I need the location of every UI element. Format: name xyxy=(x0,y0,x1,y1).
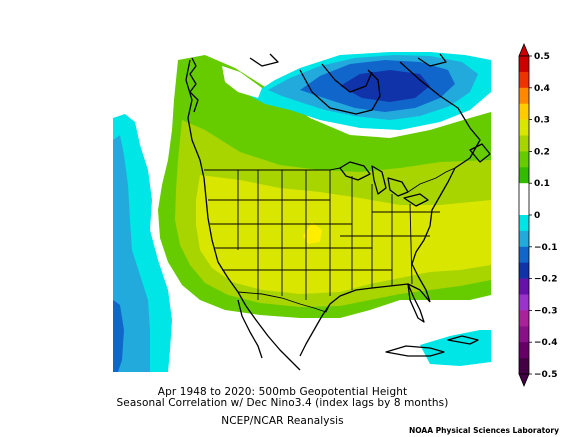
caption-subtitle: Seasonal Correlation w/ Dec Nino3.4 (ind… xyxy=(116,397,449,409)
contour-north-neg-0.25 xyxy=(340,70,430,102)
colorbar-swatch xyxy=(519,215,529,232)
colorbar-label: −0.1 xyxy=(534,243,557,253)
colorbar-swatch xyxy=(519,103,529,120)
colorbar-label: 0.4 xyxy=(534,84,550,94)
colorbar-swatch xyxy=(519,119,529,136)
colorbar-label: −0.3 xyxy=(534,306,557,316)
contour-zero-gap xyxy=(222,66,262,98)
colorbar-label: 0.5 xyxy=(534,52,550,62)
colorbar-swatch xyxy=(519,342,529,359)
credit-label: NOAA Physical Sciences Laboratory xyxy=(408,426,559,435)
colorbar-swatch xyxy=(519,294,529,311)
colorbar-swatch xyxy=(519,71,529,89)
colorbar-swatch xyxy=(519,326,529,343)
caption-source: NCEP/NCAR Reanalysis xyxy=(221,415,344,427)
colorbar-swatch xyxy=(519,310,529,327)
colorbar-swatch xyxy=(519,167,529,184)
colorbar-label: 0.3 xyxy=(534,116,550,126)
colorbar-swatch xyxy=(519,87,529,104)
colorbar-swatch xyxy=(519,56,529,73)
colorbar-swatch xyxy=(519,230,529,248)
colorbar-swatch xyxy=(519,358,529,375)
colorbar-bottom-arrow xyxy=(518,373,530,388)
caption-title: Apr 1948 to 2020: 500mb Geopotential Hei… xyxy=(157,386,408,398)
colorbar-swatch xyxy=(519,135,529,152)
colorbar-label: −0.2 xyxy=(534,275,557,285)
colorbar-swatch xyxy=(519,199,529,216)
contour-pacific-neg-0.15 xyxy=(113,135,150,372)
state-borders xyxy=(204,167,456,313)
colorbar-swatch xyxy=(519,246,529,263)
colorbar-label: −0.5 xyxy=(534,370,557,380)
coastlines xyxy=(185,53,491,371)
colorbar-label: −0.4 xyxy=(534,338,557,348)
colorbar-swatch xyxy=(519,183,529,200)
colorbar-label: 0 xyxy=(534,211,540,221)
contour-pos-0.25 xyxy=(303,222,322,244)
colorbar-swatch xyxy=(519,278,529,295)
colorbar-swatch xyxy=(519,151,529,168)
contour-pacific-neg-0.2 xyxy=(113,300,124,372)
colorbar-top-arrow xyxy=(518,42,530,57)
colorbar-label: 0.2 xyxy=(534,147,550,157)
colorbar-swatch xyxy=(519,262,529,279)
contour-pos-0.2 xyxy=(196,175,491,294)
colorbar: 0.5 0.4 0.3 0.2 0.1 0 −0.1 −0.2 −0.3 −0.4 −0.5 xyxy=(518,42,557,388)
colorbar-label: 0.1 xyxy=(534,179,550,189)
